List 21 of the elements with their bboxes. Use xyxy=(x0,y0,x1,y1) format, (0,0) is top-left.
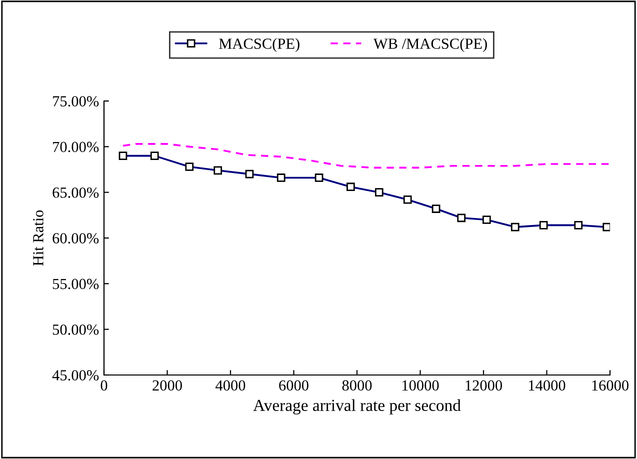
x-tick-label: 4000 xyxy=(216,380,246,391)
x-tick-label: 8000 xyxy=(342,380,372,391)
y-tick-label: 50.00% xyxy=(52,324,99,335)
y-tick-label: 60.00% xyxy=(52,233,99,244)
x-axis-title: Average arrival rate per second xyxy=(253,399,461,414)
y-tick-label: 55.00% xyxy=(52,278,99,290)
legend-label: MACSC(PE) xyxy=(219,38,300,52)
x-tick-label: 14000 xyxy=(528,380,566,391)
y-tick-label: 65.00% xyxy=(52,187,99,198)
x-tick-label: 12000 xyxy=(466,380,502,391)
y-tick-label: 75.00% xyxy=(53,96,99,107)
y-tick-label: 70.00% xyxy=(53,142,99,152)
x-tick-label: 10000 xyxy=(402,380,439,391)
x-tick-label: 0 xyxy=(100,380,108,391)
legend-label: WB /MACSC(PE) xyxy=(373,38,487,52)
x-tick-label: 16000 xyxy=(592,380,629,391)
y-tick-label: 45.00% xyxy=(52,370,99,381)
x-tick-label: 6000 xyxy=(279,380,308,391)
y-axis-title: Hit Ratio xyxy=(33,210,44,266)
x-tick-label: 2000 xyxy=(152,380,182,391)
line-series xyxy=(122,143,610,169)
